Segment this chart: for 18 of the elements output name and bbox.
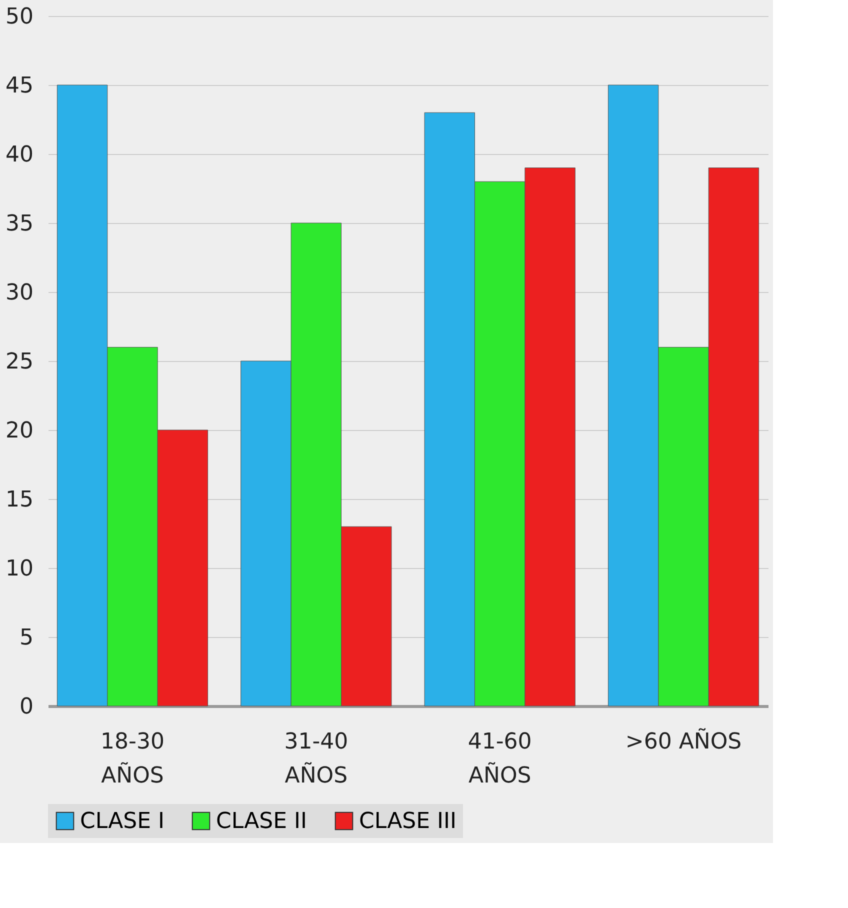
legend-label: CLASE II [216,809,308,834]
y-tick-label: 0 [20,694,34,720]
y-tick-label: 45 [6,74,34,98]
x-tick-label: 41-60 AÑOS [468,730,532,788]
y-tick-label: 40 [6,142,34,168]
legend-label: CLASE I [80,809,165,834]
y-tick-label: 20 [6,418,34,444]
y-tick-label: 25 [6,350,34,374]
y-tick-label: 15 [6,488,34,512]
y-tick-label: 10 [6,556,34,582]
y-tick-label: 30 [6,280,34,306]
y-tick-label: 50 [6,4,34,30]
x-tick-label: 18-30 AÑOS [100,730,164,788]
y-tick-label: 5 [20,626,34,650]
legend-label: CLASE III [359,809,456,834]
x-tick-label: 31-40 AÑOS [284,730,348,788]
x-tick-label: >60 AÑOS [625,728,742,754]
y-tick-label: 35 [6,212,34,236]
